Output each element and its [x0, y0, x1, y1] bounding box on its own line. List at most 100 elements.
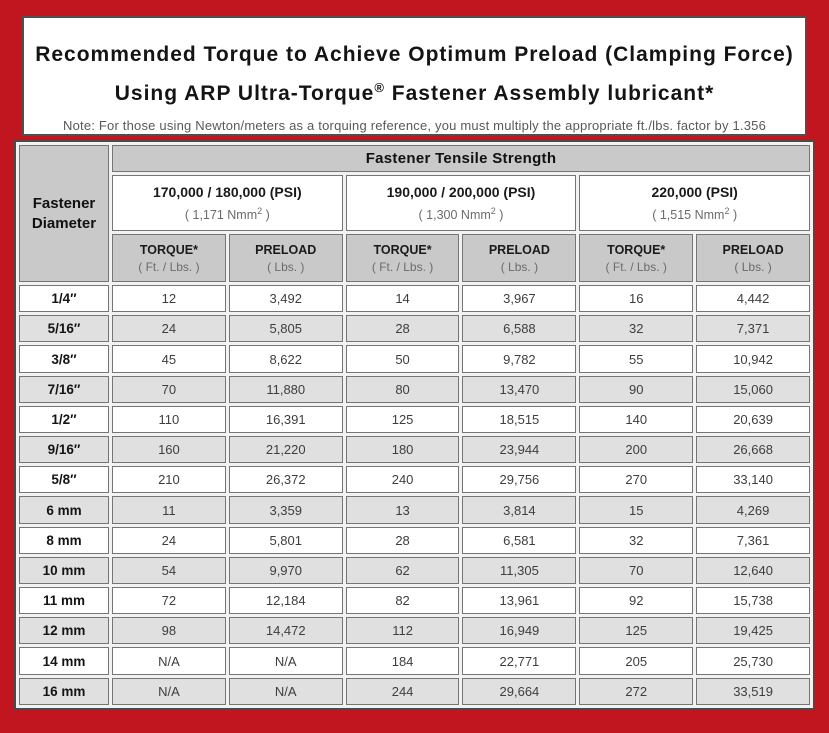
preload-sub-1: ( Lbs. ): [267, 259, 305, 274]
psi-row: 170,000 / 180,000 (PSI) ( 1,171 Nmm2 ) 1…: [19, 175, 810, 231]
torque-cell: 24: [112, 315, 226, 343]
preload-header-3: PRELOAD ( Lbs. ): [696, 234, 810, 282]
table-row: 5/16″ 24 5,805 28 6,588 32 7,371: [19, 315, 810, 343]
torque-header-1: TORQUE* ( Ft. / Lbs. ): [112, 234, 226, 282]
nmm-value-3: ( 1,515 Nmm2 ): [582, 206, 807, 222]
torque-cell: 140: [579, 405, 694, 434]
diameter-cell: 1/4″: [19, 285, 109, 313]
preload-cell: 16,391: [228, 405, 343, 434]
nmm-pre-1: ( 1,171 Nmm: [184, 208, 258, 223]
table-row: 14 mm N/A N/A 184 22,771 205 25,730: [19, 647, 810, 675]
preload-cell: 5,805: [228, 315, 343, 343]
torque-cell: 16: [579, 285, 694, 313]
table-row: 10 mm 54 9,970 62 11,305 70 12,640: [19, 556, 810, 585]
preload-cell: 18,515: [462, 405, 577, 434]
table-row: 7/16″ 70 11,880 80 13,470 90 15,060: [19, 375, 810, 403]
torque-cell: 14: [345, 285, 460, 313]
table-row: 3/8″ 45 8,622 50 9,782 55 10,942: [19, 345, 810, 373]
page-title-line1: Recommended Torque to Achieve Optimum Pr…: [32, 38, 797, 71]
torque-cell: N/A: [112, 647, 226, 675]
preload-label-1: PRELOAD: [255, 242, 317, 257]
torque-cell: 15: [579, 496, 694, 524]
nmm-value-1: ( 1,171 Nmm2 ): [115, 206, 340, 222]
diameter-cell: 12 mm: [19, 617, 109, 645]
preload-cell: 6,581: [462, 526, 577, 554]
nmm-sup-2: 2: [490, 205, 496, 216]
psi-value-2: 190,000 / 200,000 (PSI): [386, 183, 536, 200]
table-row: 5/8″ 210 26,372 240 29,756 270 33,140: [19, 466, 810, 494]
preload-label-3: PRELOAD: [722, 242, 784, 257]
preload-cell: N/A: [228, 647, 343, 675]
nmm-pre-3: ( 1,515 Nmm: [652, 208, 725, 223]
nmm-value-2: ( 1,300 Nmm2 ): [349, 206, 574, 222]
preload-cell: 12,640: [696, 556, 810, 585]
torque-sub-2: ( Ft. / Lbs. ): [371, 259, 434, 274]
torque-cell: 244: [345, 677, 460, 705]
psi-value-1: 170,000 / 180,000 (PSI): [152, 183, 302, 200]
preload-cell: 13,470: [462, 375, 577, 403]
corner-line1: Fastener: [32, 194, 96, 212]
preload-cell: 29,664: [462, 677, 577, 705]
diameter-cell: 14 mm: [19, 647, 109, 675]
torque-cell: 160: [112, 436, 226, 464]
table-row: 1/4″ 12 3,492 14 3,967 16 4,442: [19, 285, 810, 313]
torque-cell: 112: [345, 617, 460, 645]
nmm-post-3: ): [729, 208, 738, 223]
preload-cell: 20,639: [696, 405, 810, 434]
nmm-sup-1: 2: [257, 205, 263, 216]
tensile-strength-banner: Fastener Tensile Strength: [112, 145, 810, 172]
preload-cell: 3,967: [462, 285, 577, 313]
diameter-cell: 6 mm: [19, 496, 109, 524]
diameter-cell: 1/2″: [19, 405, 109, 434]
torque-cell: 210: [112, 466, 226, 494]
torque-cell: 13: [345, 496, 460, 524]
psi-header-group2: 190,000 / 200,000 (PSI) ( 1,300 Nmm2 ): [345, 175, 577, 231]
preload-cell: 29,756: [462, 466, 577, 494]
preload-cell: 3,814: [462, 496, 577, 524]
preload-cell: 10,942: [696, 345, 810, 373]
preload-cell: 25,730: [696, 647, 810, 675]
torque-cell: 70: [579, 556, 694, 585]
torque-cell: 24: [112, 526, 226, 554]
torque-label-1: TORQUE*: [139, 242, 198, 257]
torque-cell: 240: [345, 466, 460, 494]
table-row: 8 mm 24 5,801 28 6,581 32 7,361: [19, 526, 810, 554]
preload-cell: 33,140: [696, 466, 810, 494]
torque-cell: 80: [345, 375, 460, 403]
torque-cell: 62: [345, 556, 460, 585]
preload-cell: 15,060: [696, 375, 810, 403]
diameter-cell: 5/16″: [19, 315, 109, 343]
diameter-cell: 11 mm: [19, 587, 109, 615]
torque-cell: 50: [345, 345, 460, 373]
table-row: 16 mm N/A N/A 244 29,664 272 33,519: [19, 677, 810, 705]
torque-cell: 90: [579, 375, 694, 403]
table-row: 6 mm 11 3,359 13 3,814 15 4,269: [19, 496, 810, 524]
nmm-sup-3: 2: [724, 205, 730, 216]
torque-cell: N/A: [112, 677, 226, 705]
torque-sub-1: ( Ft. / Lbs. ): [138, 259, 200, 274]
corner-line2: Diameter: [31, 214, 97, 232]
preload-cell: 26,372: [228, 466, 343, 494]
diameter-cell: 3/8″: [19, 345, 109, 373]
torque-label-3: TORQUE*: [607, 242, 666, 257]
torque-cell: 12: [112, 285, 226, 313]
torque-header-3: TORQUE* ( Ft. / Lbs. ): [579, 234, 694, 282]
preload-sub-2: ( Lbs. ): [500, 259, 539, 274]
preload-cell: 13,961: [462, 587, 577, 615]
torque-cell: 70: [112, 375, 226, 403]
banner-row: Fastener Diameter Fastener Tensile Stren…: [19, 145, 810, 282]
nmm-post-1: ): [262, 208, 270, 223]
torque-cell: 28: [345, 315, 460, 343]
nmm-post-2: ): [495, 208, 504, 223]
torque-cell: 92: [579, 587, 694, 615]
preload-cell: 11,880: [228, 375, 343, 403]
preload-cell: 14,472: [228, 617, 343, 645]
torque-cell: 110: [112, 405, 226, 434]
title-text-2: Using ARP Ultra-Torque: [114, 82, 375, 105]
conversion-note: Note: For those using Newton/meters as a…: [62, 118, 767, 133]
preload-cell: 12,184: [228, 587, 343, 615]
table-row: 9/16″ 160 21,220 180 23,944 200 26,668: [19, 436, 810, 464]
preload-cell: 11,305: [462, 556, 577, 585]
preload-cell: 19,425: [696, 617, 810, 645]
diameter-cell: 8 mm: [19, 526, 109, 554]
